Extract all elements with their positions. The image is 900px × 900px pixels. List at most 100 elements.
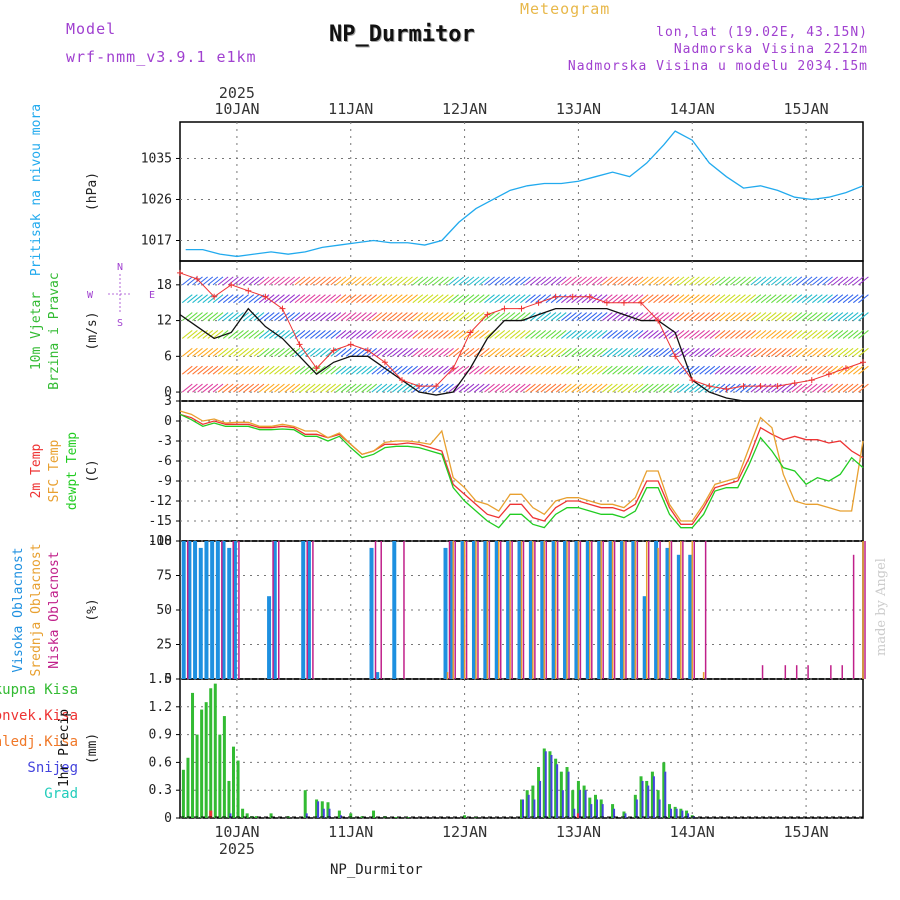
wind-barb: [632, 276, 644, 286]
wind-barb: [453, 365, 465, 375]
wind-barb: [448, 294, 459, 304]
cloud-bar-0: [585, 541, 590, 679]
wind-barb: [525, 365, 536, 375]
gust-marker: [860, 359, 866, 366]
y-tick-label: -9: [156, 474, 172, 489]
wind-barb: [402, 365, 413, 375]
y-tick-label: 6: [164, 349, 172, 364]
wind-barb: [607, 365, 618, 375]
wind-barb: [391, 276, 403, 286]
gust-marker: [723, 386, 730, 393]
wind-barb: [627, 312, 639, 321]
cloud-bar-0: [608, 541, 613, 679]
wind-barb: [325, 383, 337, 393]
wind-barb: [735, 330, 746, 339]
wind-barb: [827, 294, 839, 304]
wind-barb: [325, 365, 337, 375]
gust-marker: [484, 311, 491, 318]
cloud-bar-2: [625, 541, 627, 679]
wind-barb: [386, 276, 398, 286]
y-tick-label: 1035: [141, 151, 172, 166]
wind-barb: [340, 312, 352, 321]
wind-barb: [340, 347, 352, 357]
wind-barb: [443, 365, 454, 375]
wind-barb: [637, 347, 649, 357]
wind-barb: [694, 383, 705, 393]
wind-barb: [279, 294, 290, 304]
wind-barb: [704, 347, 716, 357]
cloud-bar-0: [215, 541, 220, 679]
wind-barb: [622, 383, 634, 393]
wind-barb: [530, 365, 541, 375]
wind-barb: [315, 365, 326, 375]
cloud-bar-1: [691, 541, 693, 679]
wind-barb: [351, 383, 362, 393]
x-tick-label-bottom: 10JAN: [214, 823, 259, 841]
wind-barb: [438, 365, 449, 375]
wind-barb: [781, 347, 792, 357]
precip-bar-3: [322, 808, 325, 818]
cloud-bar-0: [392, 541, 397, 679]
y-tick-label: 1026: [141, 192, 172, 207]
wind-barb: [258, 365, 270, 375]
wind-barb: [520, 330, 531, 339]
wind-barb: [791, 294, 803, 304]
wind-barb: [494, 294, 506, 304]
wind-barb: [801, 383, 813, 393]
gust-marker: [177, 269, 183, 276]
wind-barb: [596, 294, 608, 304]
wind-barb: [253, 365, 265, 375]
wind-barb: [535, 330, 547, 339]
wind-barb: [602, 347, 613, 357]
wind-barb: [663, 383, 675, 393]
wind-barb: [755, 294, 767, 304]
wind-barb: [330, 294, 342, 304]
wind-barb: [320, 312, 331, 321]
cloud-bar-2: [784, 665, 787, 679]
wind-barb: [561, 276, 572, 286]
precip-bar-3: [595, 799, 598, 818]
x-tick-label-bottom: 15JAN: [784, 823, 829, 841]
wind-barb: [750, 347, 762, 357]
wind-barb: [617, 383, 629, 393]
wind-barb: [479, 383, 490, 393]
wind-barb: [233, 365, 244, 375]
wind-barb: [484, 294, 495, 304]
wind-barb: [776, 276, 787, 286]
wind-barb: [197, 330, 208, 339]
wind-barb: [335, 383, 347, 393]
wind-barb: [315, 294, 326, 304]
wind-barb: [796, 276, 808, 286]
wind-barb: [658, 294, 669, 304]
wind-barb: [806, 330, 818, 339]
wind-barb: [689, 312, 700, 321]
wind-barb: [627, 347, 639, 357]
wind-barb: [438, 347, 449, 357]
wind-barb: [765, 383, 777, 393]
wind-barb: [310, 276, 321, 286]
wind-barb: [771, 347, 782, 357]
wind-barb: [294, 312, 306, 321]
elevation-label: Nadmorska Visina 2212m: [673, 42, 868, 57]
cloud-bar-2: [374, 541, 377, 679]
y-tick-label: 18: [156, 278, 172, 293]
y-tick-label: -3: [156, 434, 172, 449]
wind-barb: [561, 347, 572, 357]
wind-barb: [719, 312, 731, 321]
precip-bar-0: [650, 771, 654, 818]
station-title: NP_Durmitor: [329, 22, 475, 47]
wind-barb: [730, 330, 741, 339]
wind-barb: [412, 276, 424, 286]
wind-barb: [735, 312, 746, 321]
wind-barb: [248, 383, 260, 393]
cloud-bar-1: [645, 541, 648, 679]
wind-ylabel-1: 10m Vjetar: [29, 292, 44, 370]
cloud-bar-0: [369, 547, 374, 679]
wind-barb: [709, 330, 721, 339]
wind-barb: [269, 383, 280, 393]
wind-barb: [438, 312, 449, 321]
wind-barb: [812, 383, 823, 393]
cloud-bar-1: [668, 541, 671, 679]
gust-marker: [825, 371, 832, 378]
wind-barb: [458, 365, 470, 375]
